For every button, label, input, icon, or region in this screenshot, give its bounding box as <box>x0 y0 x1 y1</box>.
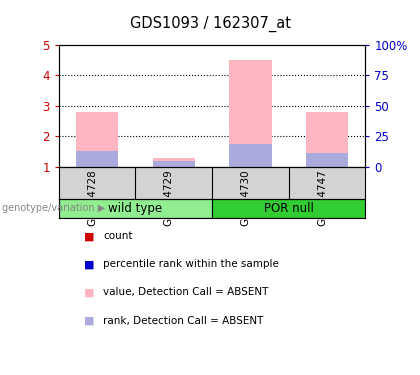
Bar <box>76 112 118 166</box>
Bar <box>153 158 195 166</box>
Bar <box>306 153 348 166</box>
Bar <box>212 199 365 217</box>
Bar <box>306 112 348 166</box>
Text: rank, Detection Call = ABSENT: rank, Detection Call = ABSENT <box>103 316 263 326</box>
Text: count: count <box>103 231 132 241</box>
Text: wild type: wild type <box>108 202 163 215</box>
Bar <box>153 160 195 166</box>
Text: GSM24730: GSM24730 <box>240 169 250 226</box>
Text: GSM24729: GSM24729 <box>164 169 174 226</box>
Text: GSM24728: GSM24728 <box>87 169 97 226</box>
Text: GSM24747: GSM24747 <box>317 169 327 226</box>
Text: ■: ■ <box>84 260 94 269</box>
Text: ■: ■ <box>84 231 94 241</box>
Bar <box>229 144 271 166</box>
Bar <box>76 152 118 166</box>
Text: POR null: POR null <box>264 202 314 215</box>
Text: value, Detection Call = ABSENT: value, Detection Call = ABSENT <box>103 288 268 297</box>
Bar <box>229 60 271 166</box>
Text: ■: ■ <box>84 316 94 326</box>
Text: percentile rank within the sample: percentile rank within the sample <box>103 260 279 269</box>
Text: genotype/variation ▶: genotype/variation ▶ <box>2 203 105 213</box>
Text: ■: ■ <box>84 288 94 297</box>
Text: GDS1093 / 162307_at: GDS1093 / 162307_at <box>129 16 291 32</box>
Bar <box>59 199 212 217</box>
